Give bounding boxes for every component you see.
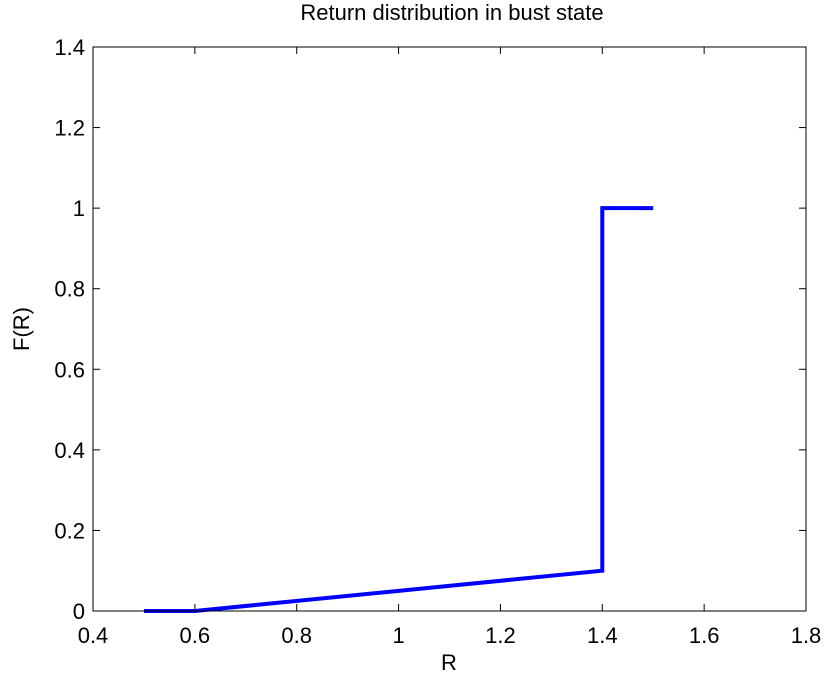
y-axis: 0 0.2 0.4 0.6 0.8 1 1.2 1.4 bbox=[54, 35, 806, 624]
y-tick-label: 0.8 bbox=[54, 277, 85, 302]
x-tick-label: 0.8 bbox=[281, 623, 312, 648]
x-tick-label: 1.8 bbox=[791, 623, 822, 648]
x-tick-label: 1.6 bbox=[689, 623, 720, 648]
x-tick-label: 0.4 bbox=[78, 623, 109, 648]
y-tick-label: 0.2 bbox=[54, 518, 85, 543]
y-tick-label: 0.6 bbox=[54, 357, 85, 382]
series-line-0 bbox=[143, 206, 654, 613]
axes-frame bbox=[92, 46, 807, 612]
x-axis-label: R bbox=[441, 650, 457, 675]
x-tick-label: 1.4 bbox=[587, 623, 618, 648]
chart-title: Return distribution in bust state bbox=[300, 0, 603, 25]
plot-area bbox=[143, 206, 654, 613]
x-tick-label: 1.2 bbox=[485, 623, 516, 648]
x-axis: 0.4 0.6 0.8 1 1.2 1.4 1.6 1.8 bbox=[78, 47, 822, 648]
y-tick-label: 1.2 bbox=[54, 116, 85, 141]
x-tick-label: 1 bbox=[392, 623, 404, 648]
y-axis-label: F(R) bbox=[9, 307, 34, 351]
y-tick-label: 1.4 bbox=[54, 35, 85, 60]
y-tick-label: 0.4 bbox=[54, 438, 85, 463]
y-tick-label: 0 bbox=[73, 599, 85, 624]
y-tick-label: 1 bbox=[73, 196, 85, 221]
x-tick-label: 0.6 bbox=[180, 623, 211, 648]
